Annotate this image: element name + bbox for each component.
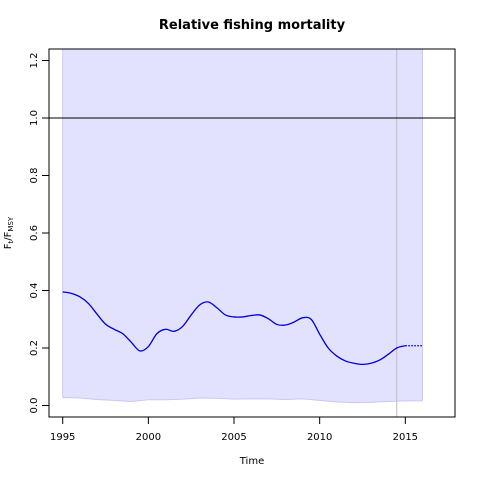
confidence-band <box>62 49 423 403</box>
y-axis: 0.0 0.2 0.4 0.6 0.8 1.0 1.2 <box>29 53 50 414</box>
y-axis-label-main: F <box>3 243 14 249</box>
plot-area <box>49 49 455 417</box>
y-axis-label-sub1: t <box>7 240 15 243</box>
x-tick-label: 2005 <box>221 432 246 443</box>
x-axis-label: Time <box>239 456 264 467</box>
y-axis-label: Ft/FMSY <box>3 216 15 249</box>
y-tick-label: 0.0 <box>29 398 40 414</box>
y-tick-label: 0.4 <box>29 283 40 299</box>
y-tick-label: 0.8 <box>29 168 40 184</box>
y-tick-label: 1.2 <box>29 53 40 69</box>
x-tick-label: 2000 <box>136 432 161 443</box>
y-tick-label: 1.0 <box>29 110 40 126</box>
chart-title: Relative fishing mortality <box>159 18 346 33</box>
series-line-solid <box>62 291 406 366</box>
x-tick-label: 1995 <box>50 432 75 443</box>
band-lower-edge <box>62 396 423 404</box>
y-axis-label-sub2: MSY <box>7 216 15 231</box>
y-tick-label: 0.6 <box>29 225 40 241</box>
x-axis: 1995 2000 2005 2010 2015 <box>50 416 418 443</box>
x-tick-label: 2010 <box>307 432 332 443</box>
x-tick-label: 2015 <box>393 432 418 443</box>
y-axis-label-mid: /F <box>3 231 14 240</box>
y-tick-label: 0.2 <box>29 340 40 356</box>
